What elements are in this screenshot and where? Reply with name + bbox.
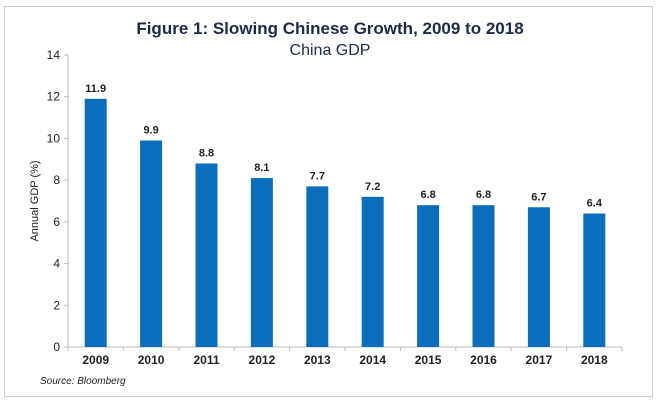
- bar-2015: [417, 205, 440, 347]
- data-label: 6.8: [420, 189, 435, 201]
- data-label: 6.4: [587, 198, 603, 210]
- bar-2009: [84, 98, 107, 347]
- y-tick-label: 6: [53, 215, 60, 229]
- chart-title: Figure 1: Slowing Chinese Growth, 2009 t…: [136, 19, 524, 38]
- bar-2010: [140, 140, 163, 347]
- x-tick-label: 2013: [304, 353, 331, 367]
- x-tick-label: 2012: [249, 353, 276, 367]
- y-tick-label: 12: [47, 90, 61, 104]
- y-tick-label: 14: [47, 48, 61, 62]
- data-label: 6.7: [531, 191, 546, 203]
- bar-2013: [306, 186, 329, 347]
- x-tick-label: 2015: [415, 353, 442, 367]
- bar-2018: [583, 213, 606, 347]
- bar-2011: [195, 163, 218, 347]
- y-tick-label: 10: [47, 131, 61, 145]
- data-label: 7.2: [365, 181, 380, 193]
- x-tick-label: 2016: [470, 353, 497, 367]
- bar-2017: [527, 207, 550, 347]
- bar-2014: [361, 196, 384, 347]
- y-tick-label: 2: [53, 298, 60, 312]
- y-tick-label: 0: [53, 340, 60, 354]
- x-tick-label: 2009: [82, 353, 109, 367]
- x-tick-label: 2011: [193, 353, 219, 367]
- data-label: 8.8: [199, 147, 214, 159]
- x-tick-label: 2017: [526, 353, 553, 367]
- x-tick-label: 2018: [581, 353, 608, 367]
- data-label: 11.9: [85, 83, 106, 95]
- data-label: 7.7: [310, 170, 325, 182]
- y-tick-label: 4: [53, 257, 60, 271]
- chart-subtitle: China GDP: [289, 42, 371, 59]
- bar-2016: [472, 205, 495, 347]
- y-tick-label: 8: [53, 173, 60, 187]
- y-axis-label: Annual GDP (%): [29, 160, 41, 241]
- data-label: 9.9: [143, 125, 158, 137]
- bar-2012: [250, 178, 273, 347]
- chart-frame: [4, 6, 653, 397]
- x-tick-label: 2014: [359, 353, 386, 367]
- data-label: 8.1: [254, 162, 269, 174]
- x-tick-label: 2010: [138, 353, 165, 367]
- source-note: Source: Bloomberg: [40, 376, 126, 387]
- data-label: 6.8: [476, 189, 491, 201]
